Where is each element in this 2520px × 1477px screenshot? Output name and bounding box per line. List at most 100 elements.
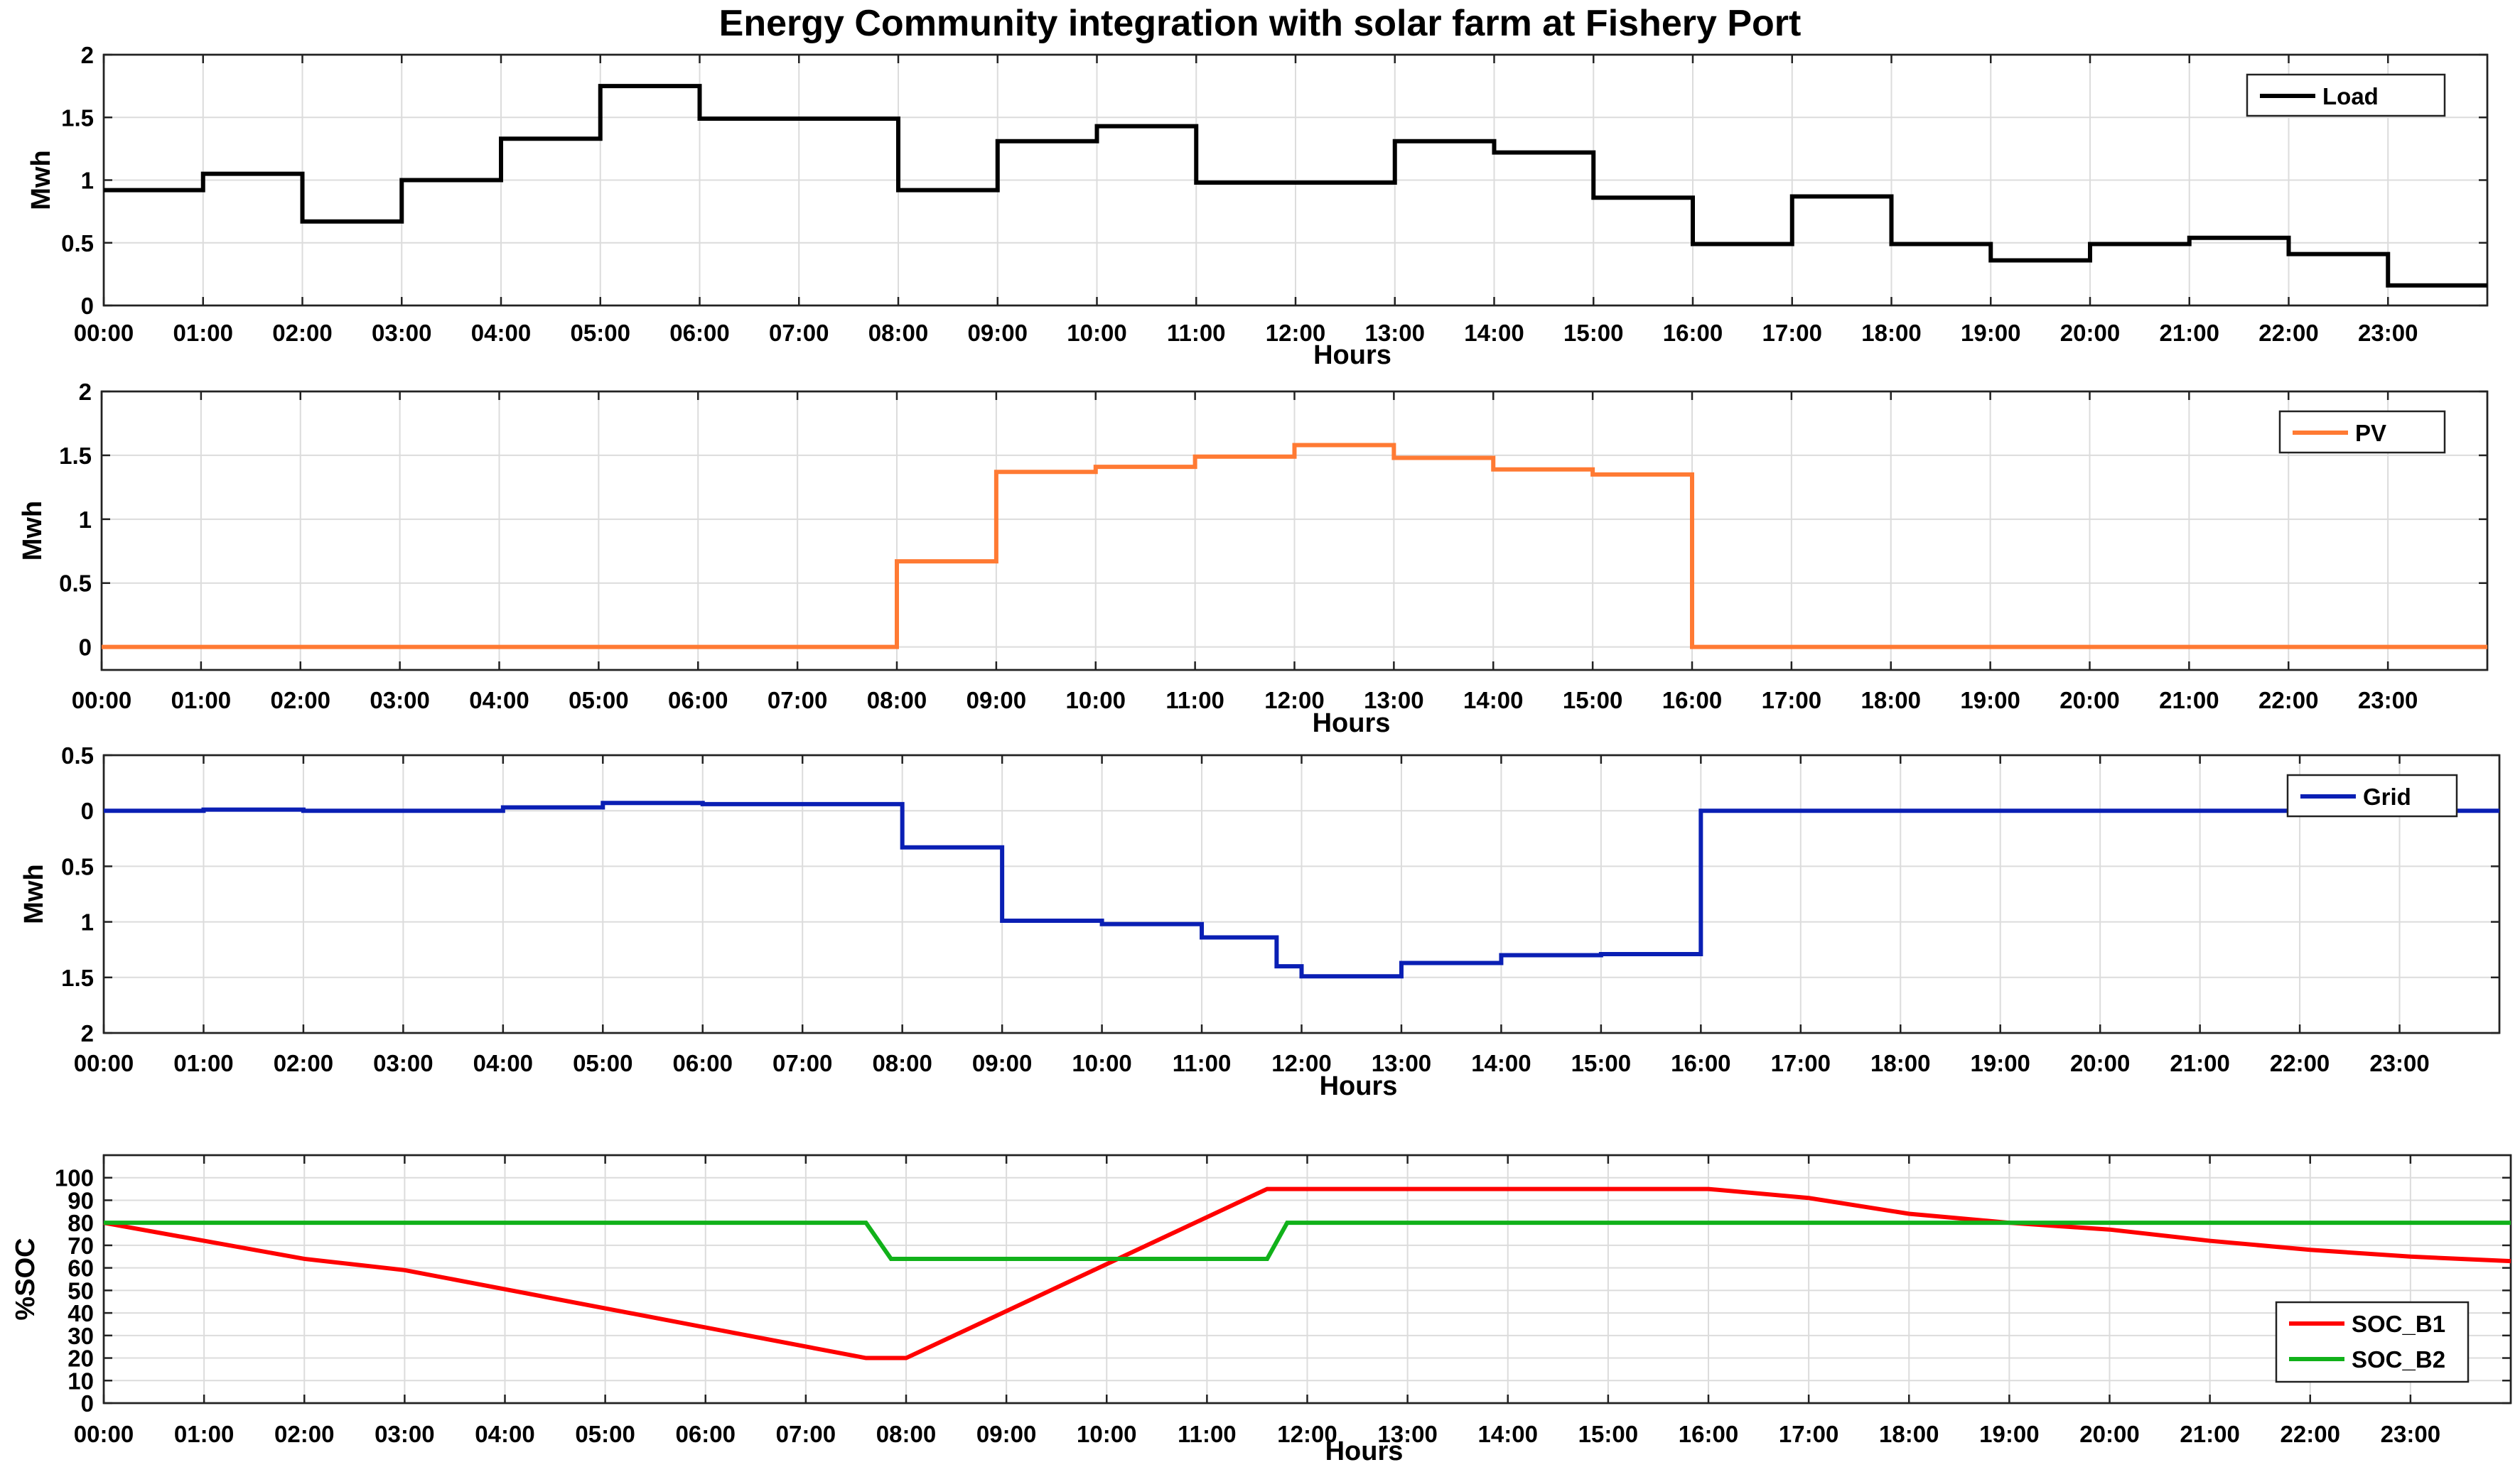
- plot-frame: [100, 390, 2489, 671]
- x-tick-label: 07:00: [769, 320, 829, 346]
- x-tick-label: 02:00: [274, 1050, 333, 1076]
- x-tick-label: 19:00: [1960, 687, 2020, 713]
- x-tick-label: 13:00: [1372, 1050, 1431, 1076]
- y-tick-label: 2: [79, 379, 92, 405]
- series-line-load: [104, 84, 2487, 288]
- x-tick-label: 17:00: [1771, 1050, 1831, 1076]
- plot-frame: [102, 754, 2501, 1034]
- x-tick-label: 16:00: [1663, 320, 1723, 346]
- x-tick-label: 20:00: [2059, 687, 2119, 713]
- x-tick-label: 05:00: [575, 1421, 635, 1447]
- x-tick-label: 19:00: [1961, 320, 2020, 346]
- x-tick-label: 17:00: [1779, 1421, 1838, 1447]
- x-tick-label: 12:00: [1264, 687, 1324, 713]
- x-tick-label: 00:00: [72, 687, 131, 713]
- x-tick-label: 06:00: [676, 1421, 736, 1447]
- x-tick-label: 18:00: [1879, 1421, 1939, 1447]
- x-tick-label: 11:00: [1167, 320, 1226, 346]
- legend-label-soc_b1: SOC_B1: [2352, 1311, 2445, 1337]
- y-axis-label: %SOC: [11, 1238, 41, 1320]
- x-tick-label: 21:00: [2159, 687, 2219, 713]
- x-tick-label: 05:00: [573, 1050, 632, 1076]
- x-tick-label: 03:00: [375, 1421, 434, 1447]
- x-tick-label: 04:00: [469, 687, 529, 713]
- x-tick-label: 21:00: [2170, 1050, 2229, 1076]
- x-tick-label: 02:00: [272, 320, 332, 346]
- y-tick-label: 80: [68, 1210, 94, 1236]
- legend-label-soc_b2: SOC_B2: [2352, 1346, 2445, 1373]
- y-axis-label: Mwh: [19, 864, 49, 924]
- x-axis-label: Hours: [1313, 708, 1391, 738]
- y-tick-label: 2: [81, 42, 94, 68]
- legend: Load: [2246, 73, 2446, 117]
- series-line-soc_b2: [104, 1221, 2511, 1261]
- y-tick-label: 1: [81, 168, 94, 194]
- x-tick-label: 07:00: [776, 1421, 836, 1447]
- x-tick-label: 14:00: [1478, 1421, 1538, 1447]
- y-tick-label: 0: [81, 1390, 94, 1417]
- x-tick-label: 15:00: [1563, 687, 1622, 713]
- x-tick-label: 22:00: [2258, 320, 2318, 346]
- x-tick-label: 17:00: [1762, 320, 1822, 346]
- y-tick-label: 1.5: [59, 443, 92, 469]
- panel-4: 00:00 01:00 02:00 03:00 04:00 05:00 06:00 07:00…: [11, 1154, 2512, 1466]
- x-tick-label: 04:00: [473, 1050, 533, 1076]
- legend-label-load: Load: [2322, 83, 2379, 109]
- legend-box: [2275, 1301, 2470, 1383]
- y-tick-label: 0: [81, 798, 94, 824]
- x-tick-label: 11:00: [1165, 687, 1224, 713]
- series-line-grid: [104, 801, 2499, 979]
- y-tick-label: 0.5: [61, 853, 94, 880]
- x-tick-label: 17:00: [1762, 687, 1821, 713]
- y-tick-label: 2: [81, 1020, 94, 1046]
- x-tick-label: 04:00: [471, 320, 531, 346]
- y-tick-label: 30: [68, 1323, 94, 1349]
- x-tick-label: 23:00: [2358, 687, 2418, 713]
- x-tick-label: 08:00: [876, 1421, 936, 1447]
- y-tick-label: 1: [79, 507, 92, 533]
- x-tick-label: 01:00: [171, 687, 231, 713]
- x-tick-label: 10:00: [1072, 1050, 1131, 1076]
- x-tick-label: 21:00: [2180, 1421, 2239, 1447]
- x-tick-label: 02:00: [274, 1421, 334, 1447]
- x-tick-label: 20:00: [2079, 1421, 2139, 1447]
- x-axis-label: Hours: [1320, 1071, 1398, 1101]
- x-tick-label: 09:00: [972, 1050, 1032, 1076]
- x-tick-label: 06:00: [668, 687, 728, 713]
- series-line-soc_b1: [103, 1186, 2511, 1360]
- x-tick-label: 23:00: [2369, 1050, 2429, 1076]
- x-tick-label: 00:00: [74, 1050, 134, 1076]
- x-tick-label: 03:00: [370, 687, 429, 713]
- y-axis-label: Mwh: [26, 150, 56, 210]
- x-tick-label: 18:00: [1870, 1050, 1930, 1076]
- x-tick-label: 05:00: [569, 687, 628, 713]
- x-tick-label: 18:00: [1861, 687, 1921, 713]
- x-axis-label: Hours: [1325, 1437, 1404, 1466]
- x-tick-label: 04:00: [475, 1421, 534, 1447]
- x-tick-label: 06:00: [669, 320, 729, 346]
- y-tick-label: 1: [81, 909, 94, 936]
- panel-2: 00:00 01:00 02:00 03:00 04:00 05:00 06:00 07:00…: [18, 379, 2489, 738]
- x-tick-label: 19:00: [1979, 1421, 2039, 1447]
- x-tick-label: 11:00: [1178, 1421, 1237, 1447]
- x-tick-label: 10:00: [1077, 1421, 1136, 1447]
- y-tick-label: 90: [68, 1187, 94, 1213]
- x-tick-label: 18:00: [1861, 320, 1921, 346]
- x-tick-label: 20:00: [2060, 320, 2120, 346]
- x-tick-label: 14:00: [1464, 320, 1524, 346]
- x-tick-label: 02:00: [271, 687, 330, 713]
- x-tick-label: 20:00: [2070, 1050, 2130, 1076]
- y-tick-label: 0: [79, 634, 92, 661]
- x-tick-label: 21:00: [2160, 320, 2219, 346]
- panel-1: 00:00 01:00 02:00 03:00 04:00 05:00 06:00 07:00…: [26, 42, 2489, 370]
- x-tick-label: 22:00: [2281, 1421, 2340, 1447]
- y-axis-label: Mwh: [18, 501, 48, 561]
- x-tick-label: 08:00: [868, 320, 928, 346]
- x-tick-label: 15:00: [1563, 320, 1623, 346]
- y-tick-label: 0.5: [61, 230, 94, 256]
- y-tick-label: 20: [68, 1346, 94, 1372]
- x-tick-label: 09:00: [968, 320, 1028, 346]
- y-tick-label: 1.5: [61, 104, 94, 131]
- legend: PV: [2278, 410, 2446, 454]
